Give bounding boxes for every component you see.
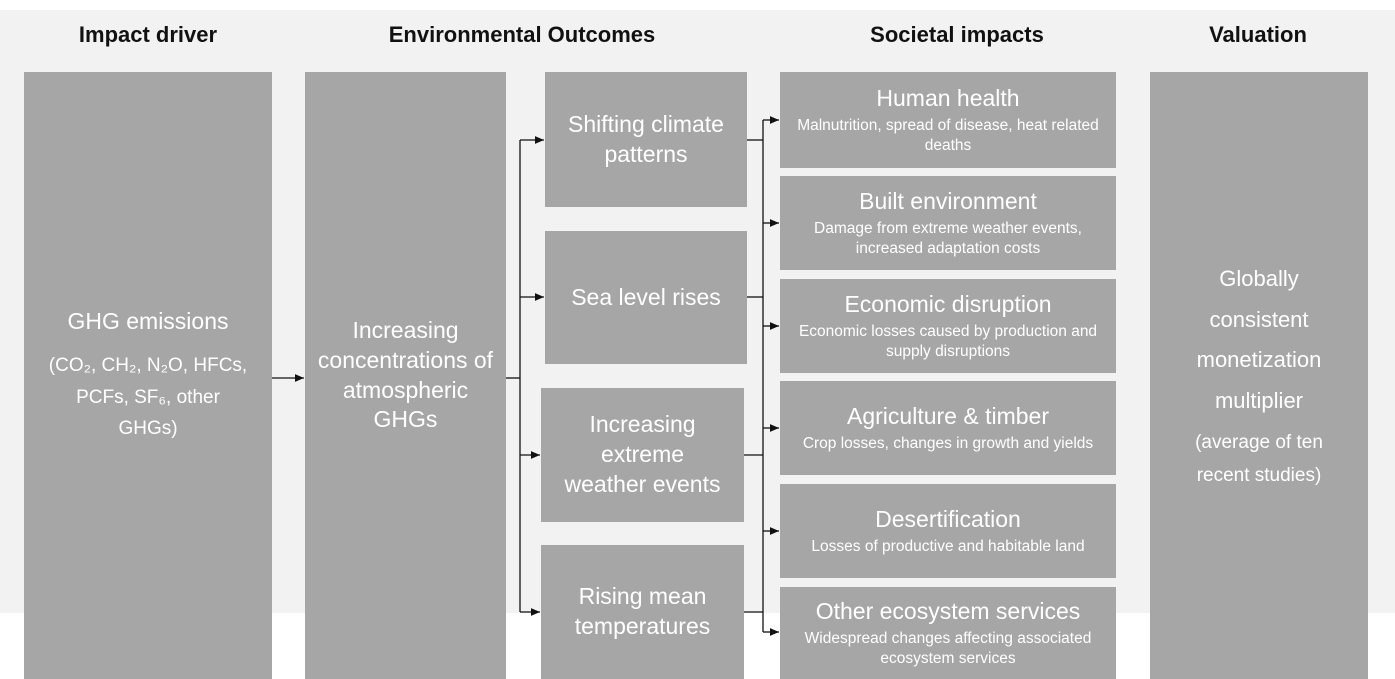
outcome-box: Sea level rises (545, 231, 747, 364)
outcome-box: Rising mean temperatures (541, 545, 744, 679)
valuation-box: Globally consistent monetization multipl… (1150, 72, 1368, 679)
impact-detail: Economic losses caused by production and… (798, 322, 1098, 360)
impact-detail: Crop losses, changes in growth and yield… (802, 434, 1094, 452)
impact-title: Built environment (859, 187, 1037, 214)
driver-detail: (CO₂, CH₂, N₂O, HFCs, PCFs, SF₆, other G… (48, 355, 248, 440)
impact-box: Human health Malnutrition, spread of dise… (780, 72, 1116, 168)
impact-box: Built environment Damage from extreme wea… (780, 176, 1116, 270)
driver-title: GHG emissions (67, 307, 229, 334)
concentration-text: Increasing concentrations of atmospheric… (317, 316, 494, 433)
header: Societal impacts (870, 22, 1044, 47)
valuation-title: Globally consistent monetization multipl… (1196, 265, 1322, 413)
impact-detail: Damage from extreme weather events, incr… (814, 219, 1082, 257)
impact-detail: Malnutrition, spread of disease, heat re… (797, 116, 1099, 154)
outcome-box: Increasing extreme weather events (541, 388, 744, 522)
impact-box: Economic disruption Economic losses cause… (780, 279, 1116, 373)
outcome-box: Shifting climate patterns (545, 72, 747, 207)
impact-title: Desertification (875, 505, 1021, 532)
outcome-text: Shifting climate patterns (568, 110, 724, 167)
outcome-text: Sea level rises (571, 283, 721, 310)
header: Environmental Outcomes (388, 22, 656, 47)
impact-box: Desertification Losses of productive and … (780, 484, 1116, 578)
impact-detail: Widespread changes affecting associated … (804, 629, 1092, 667)
impact-detail: Losses of productive and habitable land (811, 537, 1085, 555)
header: Impact driver (78, 22, 218, 47)
driver-box: GHG emissions (CO₂, CH₂, N₂O, HFCs, PCFs… (24, 72, 272, 679)
impact-title: Economic disruption (844, 290, 1052, 317)
impact-title: Human health (876, 84, 1020, 111)
outcome-text: Increasing extreme weather events (564, 411, 721, 497)
impact-box: Other ecosystem services Widespread chang… (780, 587, 1116, 679)
impact-box: Agriculture & timber Crop losses, changes… (780, 381, 1116, 475)
impact-title: Other ecosystem services (815, 597, 1081, 624)
valuation-detail: (average of ten recent studies) (1195, 431, 1323, 486)
impact-title: Agriculture & timber (847, 402, 1049, 429)
concentration-box: Increasing concentrations of atmospheric… (305, 72, 506, 679)
header: Valuation (1209, 22, 1307, 47)
outcome-text: Rising mean temperatures (574, 583, 711, 639)
